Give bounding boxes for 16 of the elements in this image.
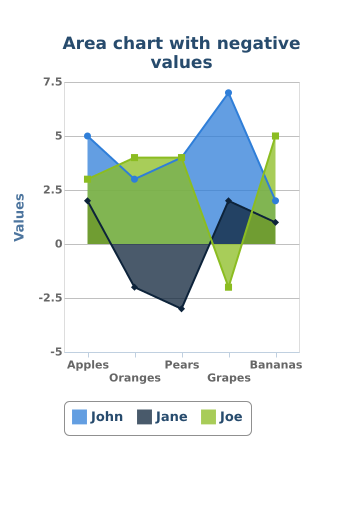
x-tick-label: Pears <box>164 358 200 372</box>
y-tick-label: -5 <box>50 346 62 358</box>
x-tick-label: Apples <box>66 358 110 372</box>
x-tick-label: Oranges <box>109 372 162 384</box>
legend-label: Joe <box>219 410 243 425</box>
x-tick-label: Grapes <box>207 372 252 384</box>
legend-label: John <box>90 410 124 425</box>
y-tick-label: 7.5 <box>43 76 62 88</box>
legend-label: Jane <box>155 410 188 425</box>
y-tick-label: -2.5 <box>38 292 62 304</box>
y-tick-label: 0 <box>54 238 63 250</box>
y-tick-label: 2.5 <box>43 184 62 196</box>
x-tick-label: Bananas <box>250 358 303 372</box>
chart-title: Area chart with negative values <box>62 34 301 73</box>
y-tick-label: 5 <box>54 130 62 142</box>
y-axis-title: Values <box>12 193 28 242</box>
